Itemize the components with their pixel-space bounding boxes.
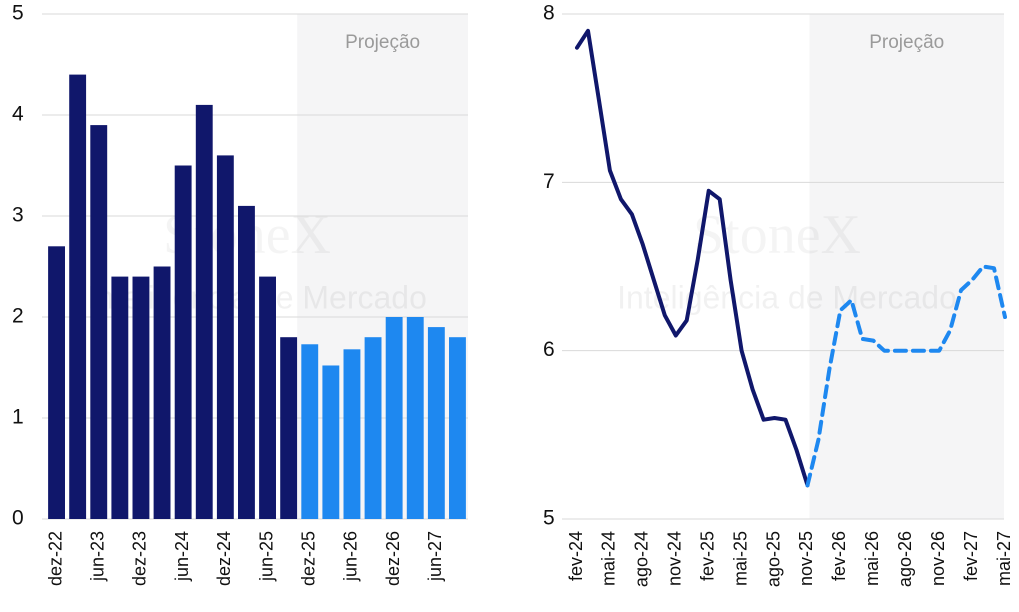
x-tick-label: mai-27	[994, 531, 1014, 586]
bar	[48, 246, 65, 520]
bar	[111, 276, 129, 519]
x-tick-label: dez-24	[214, 531, 234, 586]
bar	[216, 155, 234, 519]
x-tick-label: jun-25	[256, 531, 276, 582]
y-tick-label: 5	[543, 507, 555, 530]
bar	[69, 74, 87, 519]
x-tick-label: jun-26	[341, 531, 361, 582]
bar	[153, 266, 171, 519]
x-tick-label: ago-26	[895, 531, 915, 587]
x-tick-label: fev-25	[697, 531, 717, 581]
line-series	[575, 28, 810, 488]
y-tick-label: 8	[543, 2, 555, 25]
x-tick-label: fev-26	[829, 531, 849, 581]
bar	[427, 327, 445, 519]
projection-shade	[809, 14, 1004, 519]
bar	[195, 104, 213, 520]
x-tick-label: dez-23	[130, 531, 150, 586]
bar	[322, 365, 340, 519]
bar	[90, 125, 108, 519]
x-tick-label: dez-22	[45, 531, 65, 586]
bar	[406, 317, 424, 519]
bar	[343, 349, 361, 519]
bar	[385, 317, 403, 519]
x-tick-label: ago-24	[632, 531, 652, 587]
bar	[238, 205, 255, 519]
x-tick-label: mai-24	[599, 531, 619, 586]
bar	[449, 337, 466, 519]
x-tick-label: jun-24	[172, 531, 192, 582]
x-tick-label: fev-24	[566, 531, 586, 581]
x-tick-label: nov-25	[796, 531, 816, 586]
x-tick-label: jun-27	[425, 531, 445, 582]
y-tick-label: 1	[12, 406, 24, 429]
x-tick-label: fev-27	[961, 531, 981, 581]
watermark-tagline: Inteligência de Mercado	[617, 279, 957, 315]
watermark-brand: StoneX	[693, 204, 861, 266]
y-tick-label: 0	[12, 507, 24, 530]
bar	[132, 276, 150, 519]
x-tick-label: mai-26	[862, 531, 882, 586]
bar	[301, 344, 319, 519]
y-tick-label: 4	[12, 103, 24, 126]
bar	[259, 276, 276, 519]
y-tick-label: 3	[12, 204, 24, 227]
x-tick-label: dez-26	[383, 531, 403, 586]
x-tick-label: nov-24	[665, 531, 685, 586]
x-tick-label: nov-26	[928, 531, 948, 586]
line-series	[805, 264, 1007, 488]
y-tick-label: 7	[543, 170, 555, 193]
bar	[364, 337, 382, 519]
y-tick-label: 2	[12, 305, 24, 328]
bar	[280, 337, 298, 519]
y-tick-label: 5	[12, 2, 24, 25]
bar	[174, 165, 192, 519]
projection-label: Projeção	[345, 32, 420, 53]
y-tick-label: 6	[543, 338, 555, 361]
x-tick-label: mai-25	[730, 531, 750, 586]
x-tick-label: ago-25	[763, 531, 783, 587]
x-tick-label: dez-25	[299, 531, 319, 586]
projection-label: Projeção	[869, 32, 944, 53]
x-tick-label: jun-23	[88, 531, 108, 582]
